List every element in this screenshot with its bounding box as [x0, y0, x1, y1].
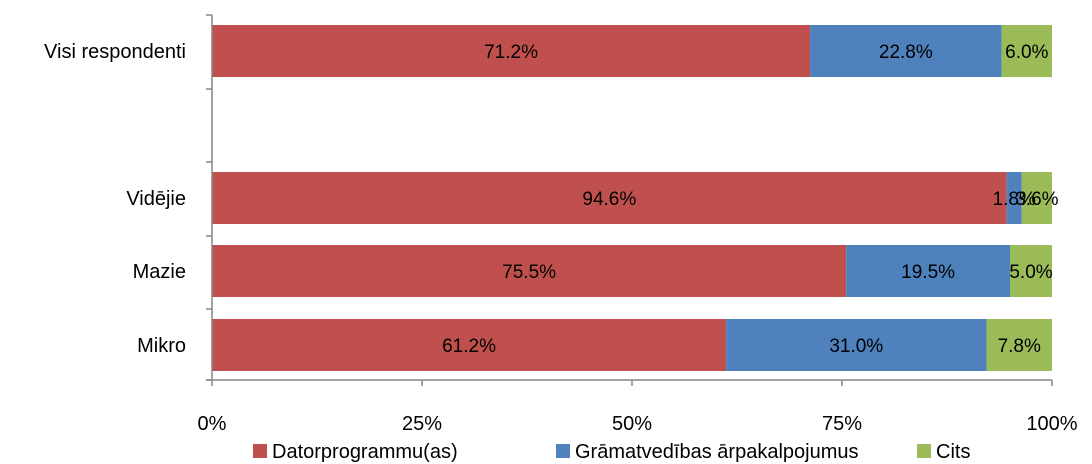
legend-label: Grāmatvedības ārpakalpojumus	[575, 441, 858, 463]
bar-segment	[986, 319, 1052, 371]
tick-label: 50%	[612, 413, 652, 435]
legend-swatch	[917, 444, 931, 458]
data-label: 7.8%	[998, 336, 1041, 357]
data-label: 19.5%	[901, 262, 955, 283]
category-label: Mikro	[137, 335, 186, 357]
data-label: 31.0%	[829, 336, 883, 357]
tick-label: 0%	[198, 413, 227, 435]
bar-segment	[1010, 245, 1052, 297]
bar-segment	[212, 25, 811, 77]
bar-segment	[846, 245, 1010, 297]
data-label: 6.0%	[1005, 42, 1048, 63]
category-label: Visi respondenti	[44, 41, 186, 63]
tick-label: 100%	[1026, 413, 1077, 435]
category-label: Vidējie	[126, 188, 186, 210]
category-label: Mazie	[133, 261, 186, 283]
bar-segment	[212, 319, 727, 371]
bar-segment	[1006, 172, 1022, 224]
data-labels-group: 71.2% 22.8% 6.0% 94.6% 1.8%3.6% 75.5% 19.5% 5.0…	[442, 42, 1059, 357]
legend-label: Datorprogrammu(as)	[272, 441, 458, 463]
data-label: 5.0%	[1009, 262, 1052, 283]
tick-label: 75%	[822, 413, 862, 435]
bar-segment	[1021, 172, 1052, 224]
data-label: 71.2%	[484, 42, 538, 63]
bar-segment	[810, 25, 1002, 77]
data-label: 22.8%	[879, 42, 933, 63]
tick-label: 25%	[402, 413, 442, 435]
legend-swatch	[556, 444, 570, 458]
legend-swatch	[253, 444, 267, 458]
data-label: 61.2%	[442, 336, 496, 357]
bar-segment	[212, 245, 847, 297]
axes-group: Visi respondenti Vidējie Mazie Mikro 0% 25% 50…	[44, 14, 1078, 435]
data-label: 3.6%	[1015, 189, 1058, 210]
bar-segment	[212, 172, 1007, 224]
bar-segment	[726, 319, 987, 371]
data-label: 75.5%	[502, 262, 556, 283]
legend-label: Cits	[936, 441, 970, 463]
legend: Datorprogrammu(as) Grāmatvedības ārpakalp…	[253, 441, 970, 463]
data-label: 1.8%	[993, 189, 1036, 210]
data-label: 94.6%	[582, 189, 636, 210]
bars-group	[212, 25, 1052, 371]
bar-segment	[1001, 25, 1052, 77]
